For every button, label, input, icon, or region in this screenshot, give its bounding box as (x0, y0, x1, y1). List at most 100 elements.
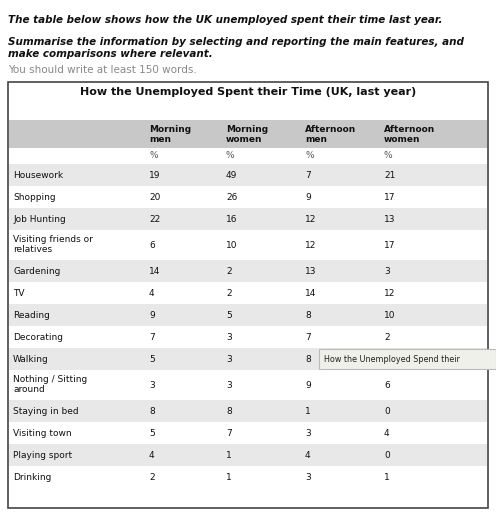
Bar (9, 422, 487, 444)
Text: 4: 4 (149, 451, 155, 459)
Text: %: % (226, 152, 235, 160)
Bar (9, 466, 487, 488)
Text: 1: 1 (305, 407, 311, 416)
Text: 1: 1 (384, 473, 390, 481)
Text: 3: 3 (305, 429, 311, 437)
Text: TV: TV (13, 288, 24, 297)
Text: 8: 8 (149, 407, 155, 416)
Text: Reading: Reading (13, 310, 50, 319)
Text: 7: 7 (305, 170, 311, 180)
Text: 2: 2 (226, 288, 232, 297)
Text: 5: 5 (226, 310, 232, 319)
Text: 1: 1 (226, 451, 232, 459)
Text: 7: 7 (149, 332, 155, 342)
Text: 14: 14 (305, 288, 316, 297)
Bar (9, 208, 487, 230)
Text: 16: 16 (226, 215, 238, 224)
Text: men: men (149, 135, 171, 143)
Text: 26: 26 (226, 193, 238, 202)
Text: Decorating: Decorating (13, 332, 63, 342)
Text: 3: 3 (305, 473, 311, 481)
Text: 12: 12 (305, 241, 316, 249)
Bar (9, 230, 487, 260)
Text: 4: 4 (149, 288, 155, 297)
Text: Morning: Morning (149, 125, 191, 135)
Text: Nothing / Sitting: Nothing / Sitting (13, 375, 87, 385)
Text: 13: 13 (384, 215, 395, 224)
Text: How the Unemployed Spend their: How the Unemployed Spend their (324, 354, 460, 364)
Text: Staying in bed: Staying in bed (13, 407, 79, 416)
Text: The table below shows how the UK unemployed spent their time last year.: The table below shows how the UK unemplo… (8, 15, 442, 25)
Text: Shopping: Shopping (13, 193, 56, 202)
Text: %: % (149, 152, 158, 160)
Text: make comparisons where relevant.: make comparisons where relevant. (8, 49, 213, 59)
Text: 8: 8 (305, 310, 311, 319)
Text: %: % (384, 152, 393, 160)
Text: 6: 6 (149, 241, 155, 249)
Text: around: around (13, 386, 45, 395)
Text: 49: 49 (226, 170, 238, 180)
Text: 10: 10 (384, 310, 395, 319)
Bar (8, 82, 488, 508)
Bar (9, 370, 487, 400)
Bar (9, 120, 487, 148)
Text: 22: 22 (149, 215, 160, 224)
Text: 3: 3 (384, 267, 390, 275)
Text: 20: 20 (149, 193, 160, 202)
Text: Job Hunting: Job Hunting (13, 215, 66, 224)
Text: 2: 2 (226, 267, 232, 275)
FancyBboxPatch shape (319, 349, 496, 369)
Text: 5: 5 (149, 354, 155, 364)
Bar (9, 304, 487, 326)
Text: 4: 4 (384, 429, 390, 437)
Text: Gardening: Gardening (13, 267, 61, 275)
Text: 14: 14 (149, 267, 160, 275)
Text: 21: 21 (384, 170, 395, 180)
Text: relatives: relatives (13, 245, 52, 254)
Bar (9, 186, 487, 208)
Text: 12: 12 (305, 215, 316, 224)
Bar (9, 400, 487, 422)
Text: Housework: Housework (13, 170, 63, 180)
Text: Playing sport: Playing sport (13, 451, 72, 459)
Text: 8: 8 (305, 354, 311, 364)
Text: 0: 0 (384, 451, 390, 459)
Text: Visiting friends or: Visiting friends or (13, 236, 93, 245)
Text: 3: 3 (226, 332, 232, 342)
Text: Summarise the information by selecting and reporting the main features, and: Summarise the information by selecting a… (8, 37, 464, 47)
Text: 17: 17 (384, 193, 395, 202)
Text: 12: 12 (384, 288, 395, 297)
Text: 3: 3 (149, 380, 155, 390)
Text: %: % (305, 152, 313, 160)
Text: 3: 3 (226, 354, 232, 364)
Text: 4: 4 (305, 451, 310, 459)
Text: 7: 7 (226, 429, 232, 437)
Text: 3: 3 (226, 380, 232, 390)
Text: 8: 8 (226, 407, 232, 416)
Text: 17: 17 (384, 241, 395, 249)
Text: 13: 13 (305, 267, 316, 275)
Text: 10: 10 (226, 241, 238, 249)
Text: 9: 9 (305, 380, 311, 390)
Text: women: women (384, 135, 421, 143)
Bar (9, 348, 487, 370)
Text: You should write at least 150 words.: You should write at least 150 words. (8, 65, 197, 75)
Bar (9, 444, 487, 466)
Bar (9, 164, 487, 186)
Text: Visiting town: Visiting town (13, 429, 71, 437)
Text: 19: 19 (149, 170, 161, 180)
Text: How the Unemployed Spent their Time (UK, last year): How the Unemployed Spent their Time (UK,… (80, 87, 416, 97)
Text: Afternoon: Afternoon (305, 125, 356, 135)
Text: Morning: Morning (226, 125, 268, 135)
Text: Walking: Walking (13, 354, 49, 364)
Bar (9, 326, 487, 348)
Text: 6: 6 (384, 380, 390, 390)
Text: Drinking: Drinking (13, 473, 52, 481)
Text: 1: 1 (226, 473, 232, 481)
Text: 0: 0 (384, 407, 390, 416)
Text: 2: 2 (384, 332, 390, 342)
Text: 9: 9 (149, 310, 155, 319)
Text: Afternoon: Afternoon (384, 125, 435, 135)
Text: 5: 5 (149, 429, 155, 437)
Text: 2: 2 (149, 473, 155, 481)
